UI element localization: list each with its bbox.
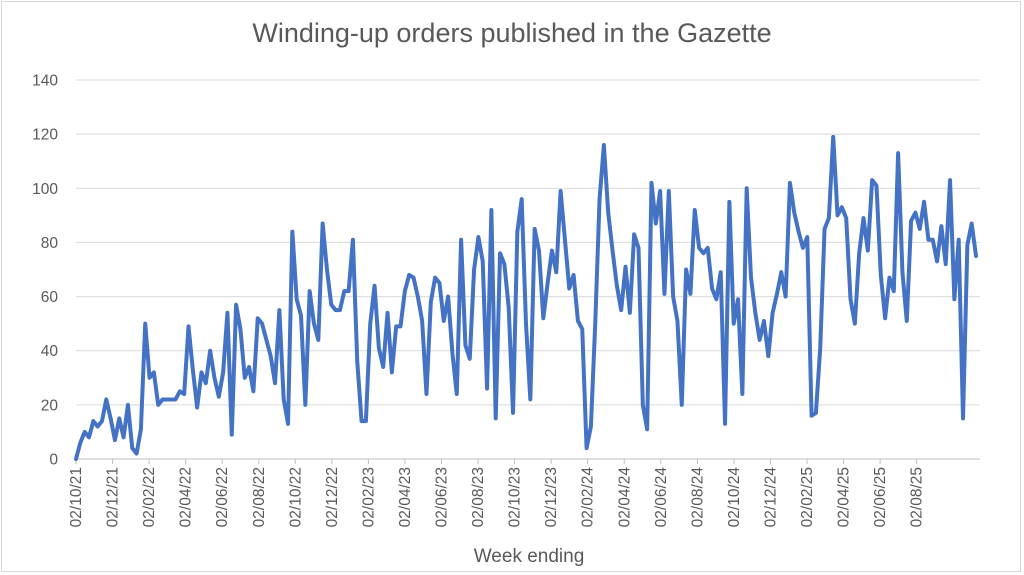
series-line [74, 134, 978, 461]
y-tick-label: 40 [41, 343, 59, 360]
x-tick-label: 02/06/25 [872, 467, 889, 527]
x-tick-label: 02/08/22 [251, 467, 268, 527]
x-tick-label: 02/04/23 [397, 467, 414, 527]
x-tick-label: 02/12/21 [105, 467, 122, 527]
x-tick-label: 02/06/24 [653, 467, 670, 528]
x-tick-label: 02/04/25 [836, 467, 853, 527]
y-tick-label: 100 [32, 181, 58, 198]
y-tick-label: 0 [49, 452, 58, 469]
x-tick-label: 02/06/22 [214, 467, 231, 527]
y-tick-label: 60 [41, 289, 59, 306]
y-tick-label: 120 [32, 127, 58, 144]
x-axis-title: Week ending [473, 546, 585, 567]
x-tick-label: 02/08/23 [470, 467, 487, 527]
x-tick-label: 02/12/23 [543, 467, 560, 527]
x-tick-label: 02/08/24 [689, 467, 706, 528]
x-tick-label: 02/10/23 [507, 467, 524, 527]
x-tick-label: 02/12/24 [762, 467, 779, 528]
y-tick-label: 20 [41, 397, 59, 414]
x-tick-label: 02/02/25 [799, 467, 816, 527]
x-tick-label: 02/04/22 [178, 467, 195, 527]
x-tick-label: 02/02/24 [580, 467, 597, 528]
x-tick-label: 02/06/23 [434, 467, 451, 527]
y-tick-label: 140 [32, 73, 58, 90]
x-tick-label: 02/12/22 [324, 467, 341, 527]
x-tick-label: 02/10/24 [726, 467, 743, 528]
x-axis-tick-labels: 02/10/21 02/12/21 02/02/22 02/04/22 02/06/22… [68, 459, 926, 527]
x-tick-label: 02/10/21 [68, 467, 85, 527]
x-tick-label: 02/02/23 [360, 467, 377, 527]
y-tick-label: 80 [41, 235, 59, 252]
x-tick-label: 02/02/22 [141, 467, 158, 527]
x-tick-label: 02/08/25 [909, 467, 926, 527]
y-axis-tick-labels: 0 20 40 60 80 100 120 140 [32, 73, 58, 469]
x-tick-label: 02/04/24 [616, 467, 633, 528]
chart-title: Winding-up orders published in the Gazet… [252, 18, 772, 48]
x-tick-label: 02/10/22 [287, 467, 304, 527]
